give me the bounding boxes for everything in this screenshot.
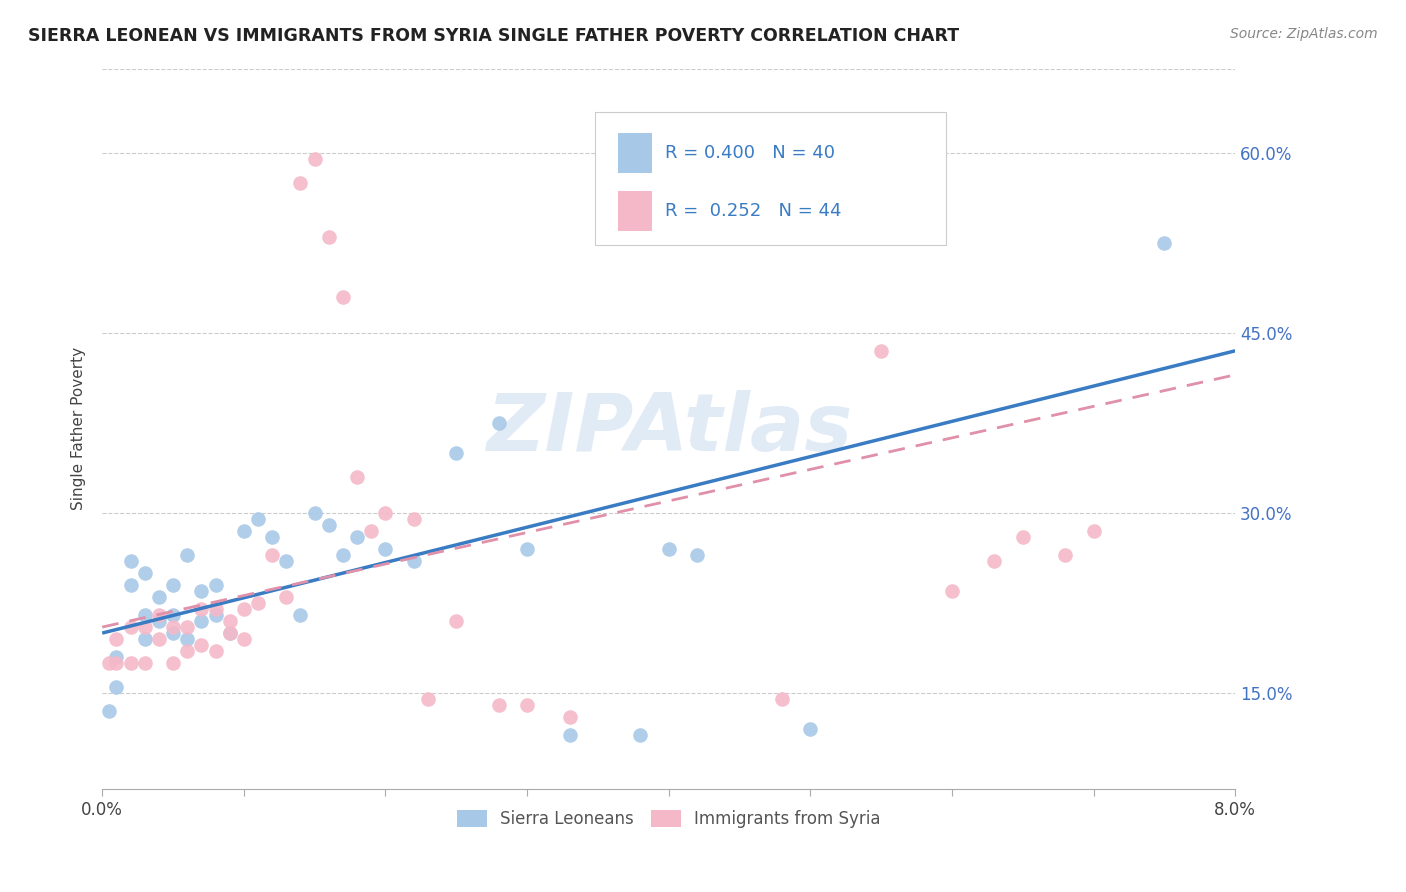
Point [941, 584, 963, 599]
Point [262, 530, 284, 544]
Point [120, 554, 142, 568]
Point [204, 608, 226, 623]
Point [218, 626, 240, 640]
Point [148, 614, 170, 628]
Point [134, 566, 156, 580]
Point [162, 626, 184, 640]
Point [290, 608, 312, 623]
Point [262, 548, 284, 562]
Point [190, 584, 212, 599]
Point [218, 626, 240, 640]
Point [105, 680, 128, 694]
Point [558, 710, 581, 724]
Point [416, 692, 439, 706]
Text: ZIPAtlas: ZIPAtlas [485, 390, 852, 468]
Point [98, 704, 121, 718]
Text: R =  0.252   N = 44: R = 0.252 N = 44 [665, 202, 842, 219]
Point [1011, 530, 1033, 544]
Point [232, 524, 254, 538]
Point [162, 656, 184, 670]
Point [218, 614, 240, 628]
Text: SIERRA LEONEAN VS IMMIGRANTS FROM SYRIA SINGLE FATHER POVERTY CORRELATION CHART: SIERRA LEONEAN VS IMMIGRANTS FROM SYRIA … [28, 27, 959, 45]
Point [204, 602, 226, 616]
Point [658, 541, 681, 556]
Point [134, 620, 156, 634]
Point [360, 524, 382, 538]
Point [983, 554, 1005, 568]
Y-axis label: Single Father Poverty: Single Father Poverty [72, 347, 86, 510]
Legend: Sierra Leoneans, Immigrants from Syria: Sierra Leoneans, Immigrants from Syria [450, 804, 887, 835]
Point [488, 698, 510, 713]
Point [162, 608, 184, 623]
Point [232, 632, 254, 646]
Point [1153, 235, 1175, 250]
Point [204, 578, 226, 592]
Point [628, 728, 651, 742]
Point [374, 541, 396, 556]
Point [176, 548, 198, 562]
Point [374, 506, 396, 520]
FancyBboxPatch shape [595, 112, 946, 245]
Point [318, 229, 340, 244]
Point [105, 632, 128, 646]
Point [176, 632, 198, 646]
Point [799, 722, 821, 736]
Point [332, 290, 354, 304]
Point [346, 470, 368, 484]
Point [246, 596, 269, 610]
Point [304, 152, 326, 166]
Point [304, 506, 326, 520]
Point [446, 614, 468, 628]
Point [488, 416, 510, 430]
Point [204, 644, 226, 658]
Point [446, 446, 468, 460]
Point [105, 650, 128, 665]
Point [120, 578, 142, 592]
Point [318, 518, 340, 533]
FancyBboxPatch shape [617, 191, 652, 231]
Text: Source: ZipAtlas.com: Source: ZipAtlas.com [1230, 27, 1378, 41]
Point [162, 578, 184, 592]
FancyBboxPatch shape [617, 134, 652, 173]
Point [516, 698, 538, 713]
Point [686, 548, 709, 562]
Point [120, 656, 142, 670]
Point [516, 541, 538, 556]
Point [346, 530, 368, 544]
Point [148, 590, 170, 604]
Point [232, 602, 254, 616]
Text: R = 0.400   N = 40: R = 0.400 N = 40 [665, 145, 835, 162]
Point [190, 602, 212, 616]
Point [148, 608, 170, 623]
Point [120, 620, 142, 634]
Point [1054, 548, 1077, 562]
Point [402, 554, 425, 568]
Point [134, 632, 156, 646]
Point [134, 656, 156, 670]
Point [148, 632, 170, 646]
Point [1083, 524, 1105, 538]
Point [190, 614, 212, 628]
Point [290, 176, 312, 190]
Point [402, 512, 425, 526]
Point [870, 343, 893, 358]
Point [276, 590, 298, 604]
Point [162, 620, 184, 634]
Point [190, 638, 212, 652]
Point [558, 728, 581, 742]
Point [246, 512, 269, 526]
Point [770, 692, 793, 706]
Point [134, 608, 156, 623]
Point [105, 656, 128, 670]
Point [176, 644, 198, 658]
Point [98, 656, 121, 670]
Point [176, 620, 198, 634]
Point [332, 548, 354, 562]
Point [276, 554, 298, 568]
